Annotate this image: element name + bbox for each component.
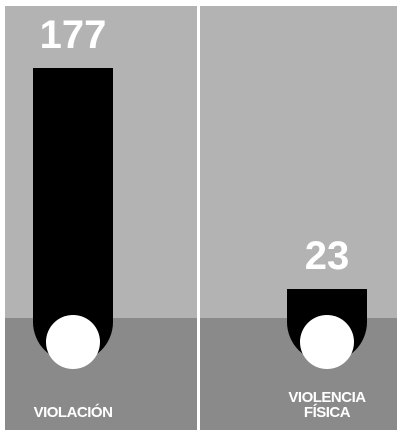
category-label: VIOLACIÓN [33, 404, 113, 421]
bar-dot [300, 315, 354, 369]
divider [197, 6, 200, 430]
bar [33, 68, 113, 362]
category-label: VIOLENCIA FÍSICA [288, 389, 366, 421]
value-label: 177 [40, 13, 107, 57]
value-label: 23 [305, 234, 350, 278]
bar-dot [46, 315, 100, 369]
